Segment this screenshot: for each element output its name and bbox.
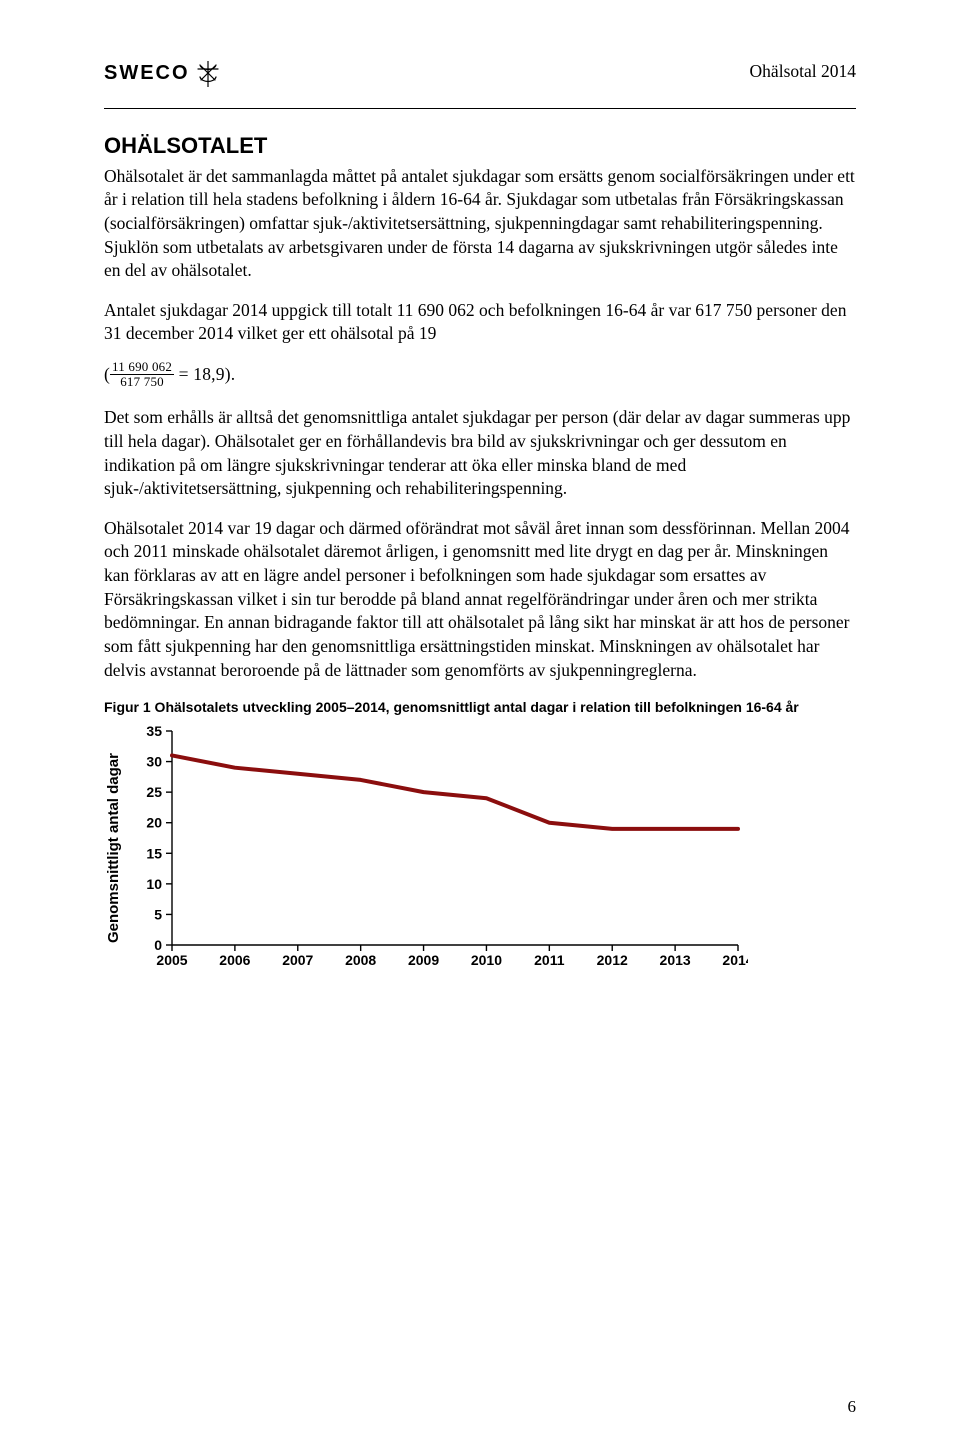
svg-text:2014: 2014 xyxy=(723,952,749,968)
svg-text:2008: 2008 xyxy=(345,952,376,968)
header-rule xyxy=(104,108,856,109)
svg-text:35: 35 xyxy=(147,723,163,739)
svg-text:0: 0 xyxy=(154,937,162,953)
chart-y-axis-title: Genomsnittligt antal dagar xyxy=(104,753,124,943)
paragraph-totals: Antalet sjukdagar 2014 uppgick till tota… xyxy=(104,299,856,346)
svg-text:20: 20 xyxy=(147,815,163,831)
formula-denominator: 617 750 xyxy=(110,375,174,389)
paragraph-trend: Ohälsotalet 2014 var 19 dagar och därmed… xyxy=(104,517,856,682)
svg-text:2013: 2013 xyxy=(660,952,691,968)
svg-text:2005: 2005 xyxy=(157,952,188,968)
header-doc-title: Ohälsotal 2014 xyxy=(750,60,856,84)
logo: SWECO xyxy=(104,60,220,87)
formula-result: = 18,9). xyxy=(174,364,235,384)
logo-wordmark: SWECO xyxy=(104,60,190,87)
svg-text:10: 10 xyxy=(147,876,163,892)
svg-text:2007: 2007 xyxy=(282,952,313,968)
svg-text:25: 25 xyxy=(147,784,163,800)
paragraph-average: Det som erhålls är alltså det genomsnitt… xyxy=(104,406,856,501)
svg-text:2010: 2010 xyxy=(471,952,502,968)
logo-icon xyxy=(196,61,220,87)
figure-caption: Figur 1 Ohälsotalets utveckling 2005–201… xyxy=(104,698,856,717)
svg-text:2006: 2006 xyxy=(220,952,251,968)
svg-text:2011: 2011 xyxy=(534,952,565,968)
section-heading: OHÄLSOTALET xyxy=(104,131,856,161)
svg-text:5: 5 xyxy=(154,907,162,923)
page-number: 6 xyxy=(848,1396,857,1419)
svg-text:15: 15 xyxy=(147,845,163,861)
formula-numerator: 11 690 062 xyxy=(110,360,174,375)
formula-line: (11 690 062617 750 = 18,9). xyxy=(104,362,856,390)
formula-fraction: 11 690 062617 750 xyxy=(110,360,174,388)
svg-text:30: 30 xyxy=(147,754,163,770)
line-chart: 0 5 10 15 20 25 30 35 2005 2006 2007 2008 2009 2010 20… xyxy=(128,723,748,973)
svg-text:2009: 2009 xyxy=(408,952,439,968)
paragraph-intro: Ohälsotalet är det sammanlagda måttet på… xyxy=(104,165,856,283)
svg-text:2012: 2012 xyxy=(597,952,628,968)
document-header: SWECO Ohälsotal 2014 xyxy=(104,60,856,102)
chart-block: Genomsnittligt antal dagar 0 5 10 15 20 25 30 3… xyxy=(104,723,856,973)
